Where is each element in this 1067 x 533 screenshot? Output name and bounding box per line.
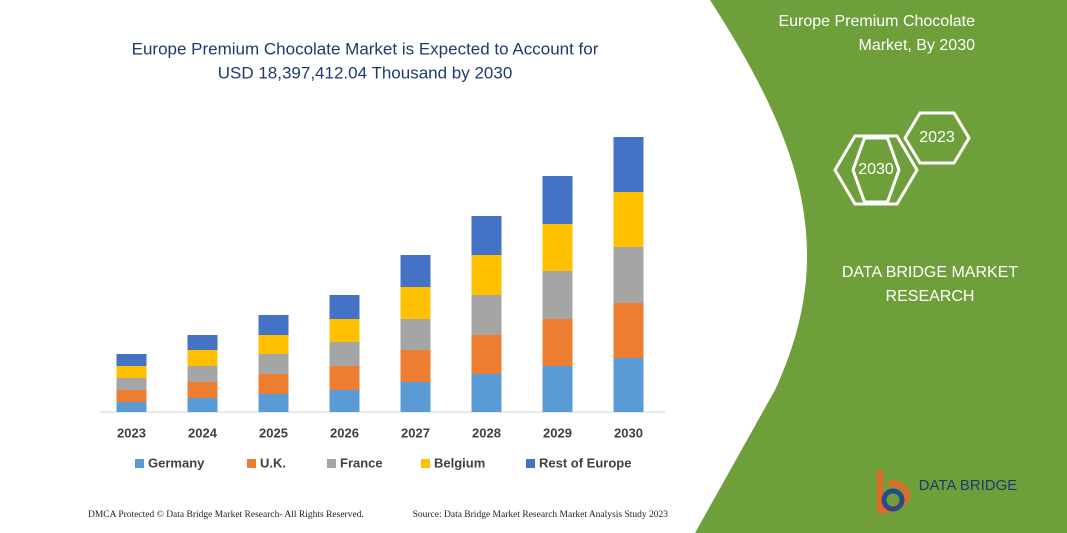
bar-segment bbox=[542, 224, 573, 271]
bar-segment bbox=[187, 335, 218, 350]
legend-swatch bbox=[327, 459, 336, 468]
legend-label: Belgium bbox=[434, 455, 485, 470]
bar-segment bbox=[116, 378, 147, 390]
x-tick-label: 2027 bbox=[401, 425, 430, 440]
bar-segment bbox=[400, 382, 431, 412]
panel-heading: Market, By 2030 bbox=[859, 37, 976, 54]
x-tick-label: 2028 bbox=[472, 425, 501, 440]
bar-segment bbox=[116, 366, 147, 378]
legend-swatch bbox=[421, 459, 430, 468]
legend-label: Germany bbox=[148, 455, 205, 470]
bar-segment bbox=[116, 390, 147, 402]
bar-segment bbox=[471, 216, 502, 255]
x-tick-label: 2030 bbox=[614, 425, 643, 440]
x-tick-label: 2025 bbox=[259, 425, 288, 440]
badge-year: 2030 bbox=[858, 161, 894, 178]
legend-swatch bbox=[135, 459, 144, 468]
bar-segment bbox=[258, 315, 289, 335]
badge-year: 2023 bbox=[919, 129, 955, 146]
bar-segment bbox=[187, 398, 218, 412]
bar-segment bbox=[613, 358, 644, 412]
legend-label: France bbox=[340, 455, 383, 470]
bar-segment bbox=[613, 137, 644, 192]
footer-right: Source: Data Bridge Market Research Mark… bbox=[413, 510, 669, 520]
bar-segment bbox=[400, 287, 431, 319]
x-tick-label: 2024 bbox=[188, 425, 218, 440]
x-tick-label: 2023 bbox=[117, 425, 146, 440]
x-tick-label: 2026 bbox=[330, 425, 359, 440]
bar-segment bbox=[258, 335, 289, 354]
logo-icon bbox=[881, 488, 905, 512]
bar-segment bbox=[542, 366, 573, 412]
bar-segment bbox=[258, 354, 289, 374]
hexagon bbox=[851, 136, 901, 204]
chart-title: Europe Premium Chocolate Market is Expec… bbox=[132, 39, 599, 58]
hexagon bbox=[833, 134, 919, 206]
bar-segment bbox=[187, 350, 218, 366]
bar-segment bbox=[329, 342, 360, 366]
legend-label: U.K. bbox=[260, 455, 286, 470]
bar-segment bbox=[542, 271, 573, 319]
bar-segment bbox=[329, 319, 360, 342]
bar-segment bbox=[542, 176, 573, 224]
bar-segment bbox=[613, 303, 644, 358]
footer-left: DMCA Protected © Data Bridge Market Rese… bbox=[88, 509, 364, 520]
bar-segment bbox=[471, 335, 502, 374]
bar-segment bbox=[187, 382, 218, 398]
bar-segment bbox=[329, 390, 360, 412]
bar-segment bbox=[471, 295, 502, 335]
bar-segment bbox=[613, 247, 644, 303]
logo-icon bbox=[877, 470, 912, 514]
bar-segment bbox=[613, 192, 644, 247]
x-tick-label: 2029 bbox=[543, 425, 572, 440]
bar-segment bbox=[400, 255, 431, 287]
bar-segment bbox=[542, 319, 573, 366]
bar-segment bbox=[258, 394, 289, 412]
legend-swatch bbox=[247, 459, 256, 468]
bar-segment bbox=[400, 319, 431, 350]
hexagon bbox=[903, 111, 971, 165]
bar-segment bbox=[116, 402, 147, 412]
panel-heading: Europe Premium Chocolate bbox=[778, 13, 975, 30]
bar-segment bbox=[471, 255, 502, 295]
bar-segment bbox=[187, 366, 218, 382]
brand-text: RESEARCH bbox=[886, 288, 975, 305]
bar-segment bbox=[116, 354, 147, 366]
bar-segment bbox=[471, 374, 502, 412]
chart-title: USD 18,397,412.04 Thousand by 2030 bbox=[218, 63, 513, 82]
logo-text: DATA BRIDGE bbox=[919, 477, 1018, 494]
green-panel bbox=[695, 0, 1067, 533]
brand-text: DATA BRIDGE MARKET bbox=[842, 264, 1019, 281]
legend-swatch bbox=[526, 459, 535, 468]
bar-segment bbox=[400, 350, 431, 382]
bar-segment bbox=[329, 295, 360, 319]
bar-segment bbox=[329, 366, 360, 390]
legend-label: Rest of Europe bbox=[539, 455, 631, 470]
bar-segment bbox=[258, 374, 289, 394]
